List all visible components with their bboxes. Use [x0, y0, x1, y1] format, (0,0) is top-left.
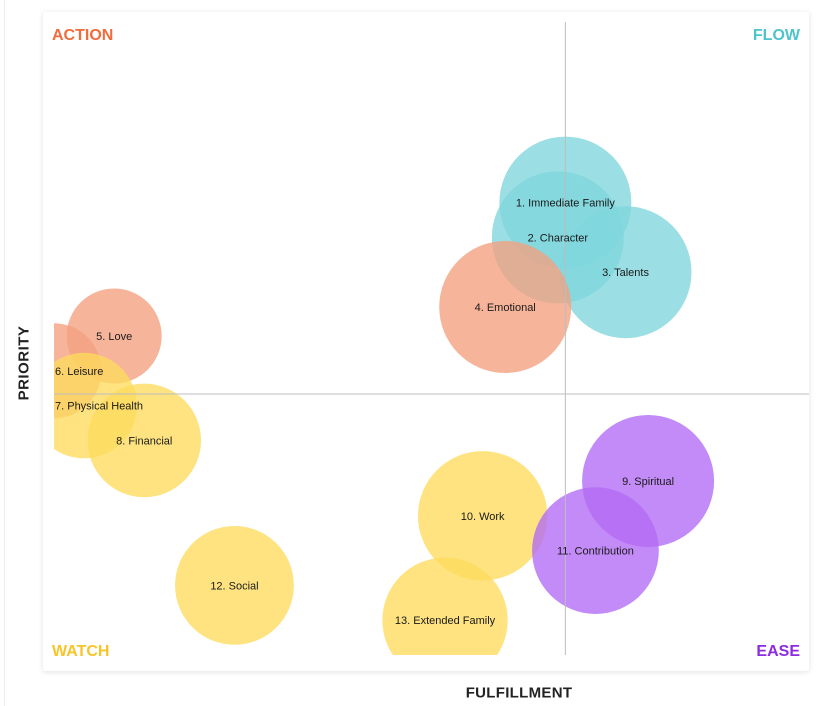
quadrant-label-ease: EASE	[756, 643, 800, 660]
x-axis-label: FULFILLMENT	[465, 684, 573, 702]
bubble-label-layer: 1. Immediate Family 2. Character 3. Talent…	[55, 198, 674, 628]
bubble-label-6: 6. Leisure	[55, 366, 103, 378]
bubble-label-1: 1. Immediate Family	[516, 198, 616, 210]
bubble-label-9: 9. Spiritual	[622, 476, 674, 488]
bubble-label-13: 13. Extended Family	[395, 615, 496, 627]
bubble-label-5: 5. Love	[96, 331, 132, 343]
bubble-4	[439, 241, 572, 373]
bubble-11	[532, 487, 659, 614]
quadrant-label-layer: ACTION FLOW WATCH EASE	[52, 27, 801, 660]
y-axis-label: PRIORITY	[15, 325, 33, 401]
bubble-13	[382, 557, 508, 655]
bubble-3	[559, 206, 692, 339]
bubble-label-8: 8. Financial	[116, 435, 172, 447]
bubble-8	[87, 383, 201, 498]
bubble-label-4: 4. Emotional	[475, 302, 536, 314]
bubble-label-10: 10. Work	[461, 511, 505, 523]
bubble-label-2: 2. Character	[528, 232, 589, 244]
bubble-label-7: 7. Physical Health	[55, 401, 143, 413]
quadrant-dividers	[54, 22, 809, 655]
quadrant-label-watch: WATCH	[52, 643, 109, 660]
bubble-label-12: 12. Social	[210, 580, 258, 592]
quadrant-label-flow: FLOW	[753, 27, 801, 44]
bubble-label-11: 11. Contribution	[557, 546, 634, 558]
bubble-label-3: 3. Talents	[602, 267, 649, 279]
bubble-12	[175, 526, 294, 645]
page-edge-rule	[4, 0, 5, 706]
quadrant-label-action: ACTION	[52, 27, 113, 44]
bubble-layer	[54, 136, 715, 655]
bubble-10	[417, 451, 548, 581]
